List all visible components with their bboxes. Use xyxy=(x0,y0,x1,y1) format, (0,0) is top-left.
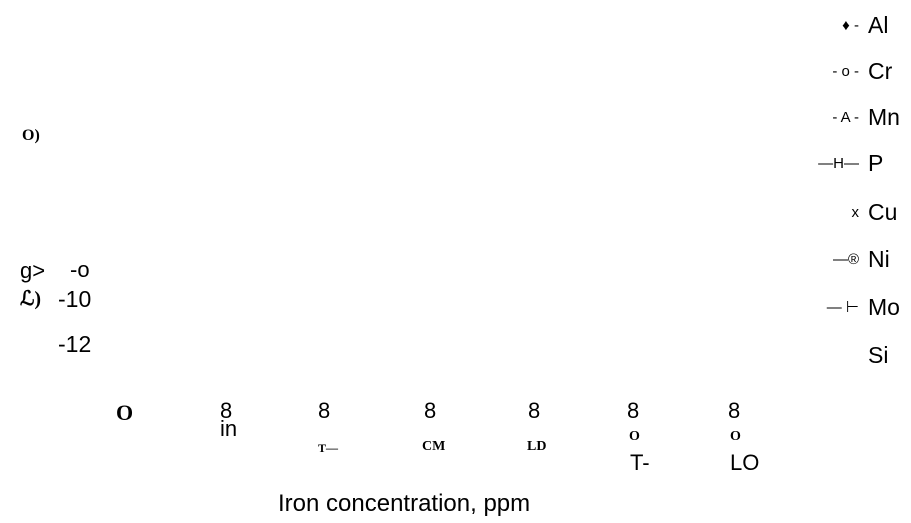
x-axis-fragment: LD xyxy=(527,439,547,454)
x-axis-fragment: 8 xyxy=(528,398,541,423)
y-axis-fragment: -o xyxy=(70,257,90,282)
legend-label: Si xyxy=(868,342,889,368)
x-axis-fragment: LO xyxy=(730,450,760,475)
legend-label: Al xyxy=(868,12,889,38)
y-axis-fragment: ℒ) xyxy=(20,288,42,310)
legend-marker: - A - xyxy=(832,109,859,126)
legend-marker: — ⊢ xyxy=(826,299,859,316)
x-axis-fragment: in xyxy=(220,416,238,441)
y-axis-fragment: O) xyxy=(22,127,40,144)
legend-label: Ni xyxy=(868,246,890,272)
x-axis-fragment: T— xyxy=(318,441,339,455)
x-axis-fragment: 8 xyxy=(728,398,741,423)
x-axis-fragment: 8 xyxy=(220,398,233,423)
legend-marker: x xyxy=(851,204,860,221)
x-axis-fragment: O xyxy=(730,429,741,444)
y-axis-fragment: -10 xyxy=(58,286,92,312)
legend-marker: ♦ - xyxy=(842,17,859,34)
y-axis-fragment: -12 xyxy=(58,331,92,357)
y-axis-fragment: g> xyxy=(20,258,46,283)
legend-marker: —H— xyxy=(818,155,859,172)
legend-label: Cu xyxy=(868,199,898,225)
x-axis-fragment: O xyxy=(116,400,134,425)
legend-marker: —® xyxy=(832,251,859,268)
x-axis-fragment: CM xyxy=(422,439,446,454)
x-axis-fragment: 8 xyxy=(318,398,331,423)
legend-label: Mn xyxy=(868,104,900,130)
x-axis-label: Iron concentration, ppm xyxy=(278,490,531,517)
legend-label: Cr xyxy=(868,58,893,84)
x-axis-fragment: T- xyxy=(630,450,650,475)
legend-marker: - o - xyxy=(832,63,859,80)
x-axis-fragment: 8 xyxy=(627,398,640,423)
x-axis-fragment: O xyxy=(629,429,640,444)
x-axis-fragment: 8 xyxy=(424,398,437,423)
legend-label: Mo xyxy=(868,294,900,320)
legend-label: P xyxy=(868,150,884,176)
